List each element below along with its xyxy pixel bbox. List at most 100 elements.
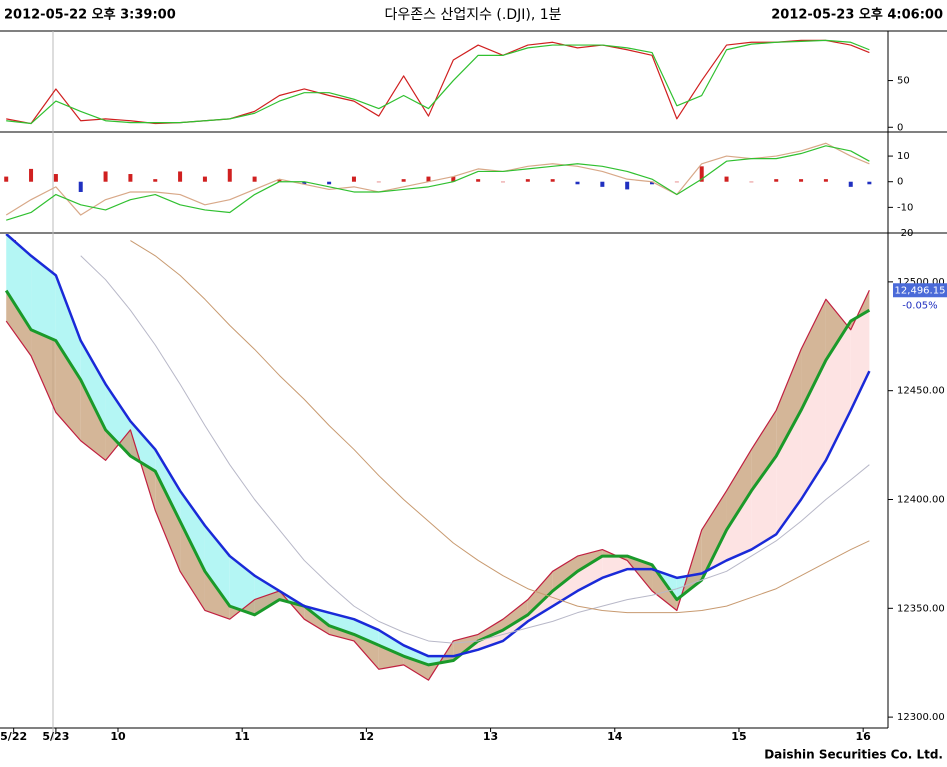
price-fill	[55, 340, 81, 441]
x-tick-label: 14	[607, 730, 623, 743]
x-tick-label: 5/22	[0, 730, 27, 743]
series-line	[5, 142, 870, 216]
histogram-bar	[4, 176, 9, 182]
x-tick-label: 12	[359, 730, 374, 743]
last-value-label: 12,496.15	[895, 285, 946, 296]
histogram-bar	[625, 181, 630, 190]
series-line	[80, 255, 870, 644]
price-fill	[552, 556, 578, 591]
histogram-bar	[78, 181, 83, 192]
band-fill	[502, 614, 528, 641]
histogram-bar	[277, 179, 282, 182]
end-time: 2012-05-23 오후 4:06:00	[771, 7, 943, 23]
histogram-bar	[774, 179, 779, 182]
histogram-bar	[227, 168, 232, 182]
histogram-bar	[867, 181, 872, 185]
histogram-bar	[650, 181, 655, 185]
band-fill	[726, 490, 752, 561]
band-fill	[850, 310, 870, 411]
price-fill	[726, 449, 752, 530]
panel	[6, 39, 870, 125]
footer: Daishin Securities Co. Ltd.	[764, 748, 943, 762]
y-tick-label: 12350.00	[897, 603, 945, 614]
price-fill	[329, 625, 354, 641]
band-fill	[577, 556, 603, 591]
histogram-bar	[128, 174, 133, 182]
price-fill	[652, 564, 677, 611]
band-fill	[55, 275, 81, 380]
y-tick-label: 12300.00	[897, 712, 945, 723]
y-tick-label: -20	[897, 228, 913, 239]
price-fill	[751, 410, 777, 491]
band-fill	[825, 321, 851, 461]
price-fill	[825, 299, 851, 361]
change-label: -0.05%	[902, 300, 937, 311]
histogram-bar	[153, 179, 158, 182]
band-fill	[180, 490, 205, 572]
price-fill	[378, 645, 404, 670]
x-tick-label: 10	[110, 730, 126, 743]
price-fill	[776, 349, 802, 456]
histogram-bar	[724, 176, 729, 182]
histogram-bar	[823, 179, 828, 182]
band-fill	[229, 556, 255, 615]
histogram-bar	[799, 179, 804, 182]
band-fill	[478, 630, 503, 650]
histogram-bar	[699, 166, 704, 182]
series-line	[130, 240, 870, 614]
histogram-bar	[302, 181, 307, 185]
histogram-bar	[848, 181, 853, 187]
start-time: 2012-05-22 오후 3:39:00	[4, 7, 176, 23]
band-fill	[751, 455, 777, 550]
series-line	[5, 289, 870, 681]
x-tick-label: 16	[856, 730, 872, 743]
y-tick-label: 50	[897, 76, 910, 87]
price-fill	[801, 299, 826, 411]
histogram-bar	[600, 181, 605, 187]
price-fill	[180, 521, 205, 611]
x-tick-label: 13	[483, 730, 498, 743]
price-fill	[6, 290, 32, 356]
band-fill	[353, 619, 379, 646]
series-line	[4, 289, 871, 667]
band-fill	[6, 234, 32, 330]
price-fill	[130, 429, 156, 511]
y-tick-label: 12450.00	[897, 386, 945, 397]
histogram-bar	[525, 179, 530, 182]
panel	[4, 142, 872, 221]
band-fill	[776, 410, 802, 535]
price-fill	[304, 606, 330, 635]
histogram-bar	[401, 179, 406, 182]
y-tick-label: 12400.00	[897, 494, 945, 505]
price-fill	[701, 490, 727, 581]
x-tick-label: 11	[235, 730, 250, 743]
histogram-bar	[550, 179, 555, 182]
band-fill	[31, 255, 56, 341]
price-fill	[478, 619, 503, 641]
y-tick-label: -10	[897, 202, 913, 213]
histogram-bar	[178, 171, 183, 182]
histogram-bar	[252, 176, 257, 182]
x-tick-label: 5/23	[42, 730, 69, 743]
price-fill	[254, 590, 280, 615]
y-tick-label: 0	[897, 177, 903, 188]
histogram-bar	[426, 176, 431, 182]
histogram-bar	[202, 176, 207, 182]
band-fill	[403, 645, 429, 665]
histogram-bar	[327, 181, 332, 185]
histogram-bar	[575, 181, 580, 185]
histogram-bar	[376, 181, 381, 183]
histogram-bar	[674, 181, 679, 183]
histogram-bar	[53, 174, 58, 182]
histogram-bar	[500, 181, 505, 183]
panel	[4, 234, 871, 681]
band-fill	[80, 340, 106, 430]
series-line	[6, 39, 870, 125]
series-line	[6, 39, 870, 125]
price-fill	[204, 571, 230, 620]
price-fill	[627, 556, 653, 591]
band-fill	[801, 360, 826, 500]
band-fill	[552, 571, 578, 607]
histogram-bar	[29, 168, 34, 182]
